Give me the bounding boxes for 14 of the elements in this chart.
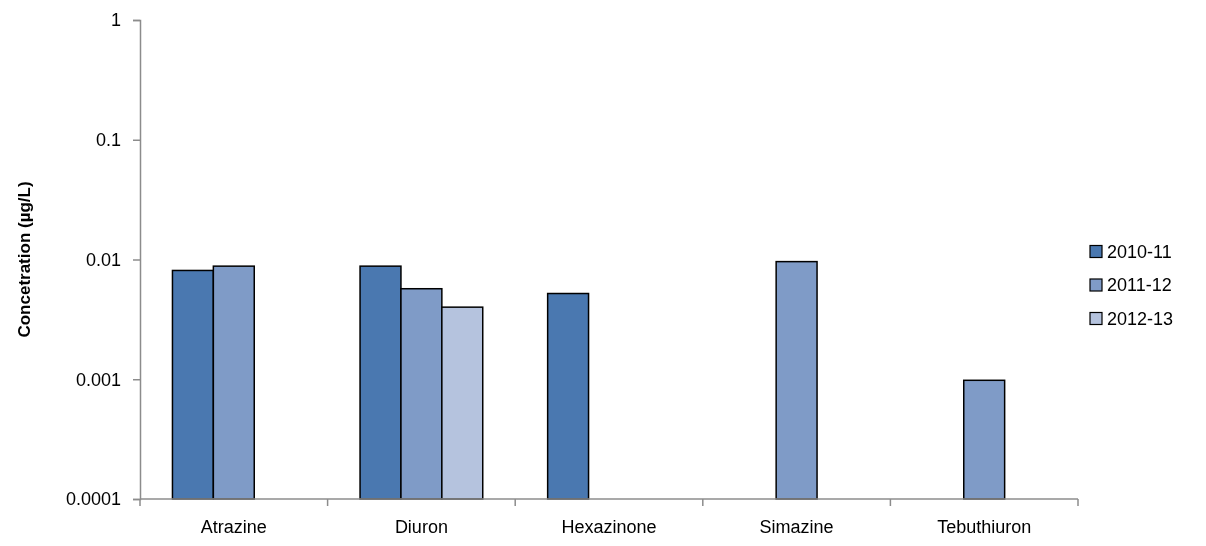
legend-label: 2011-12 [1107, 275, 1172, 296]
x-tick-label: Simazine [759, 517, 834, 537]
x-tick-label: Tebuthiuron [937, 517, 1032, 537]
y-axis-title: Concetration (µg/L) [15, 181, 34, 338]
x-tick-label: Hexazinone [561, 517, 657, 537]
y-tick-label: 0.001 [75, 369, 121, 390]
y-tick-label: 0.1 [95, 130, 121, 151]
legend-label: 2010-11 [1107, 241, 1172, 262]
x-tick-label: Diuron [394, 517, 448, 537]
legend-label: 2012-13 [1107, 308, 1174, 329]
y-tick-label: 0.0001 [65, 489, 121, 510]
x-tick-label: Atrazine [200, 517, 267, 537]
y-tick-label: 0.01 [85, 249, 121, 270]
y-tick-label: 1 [110, 10, 121, 31]
